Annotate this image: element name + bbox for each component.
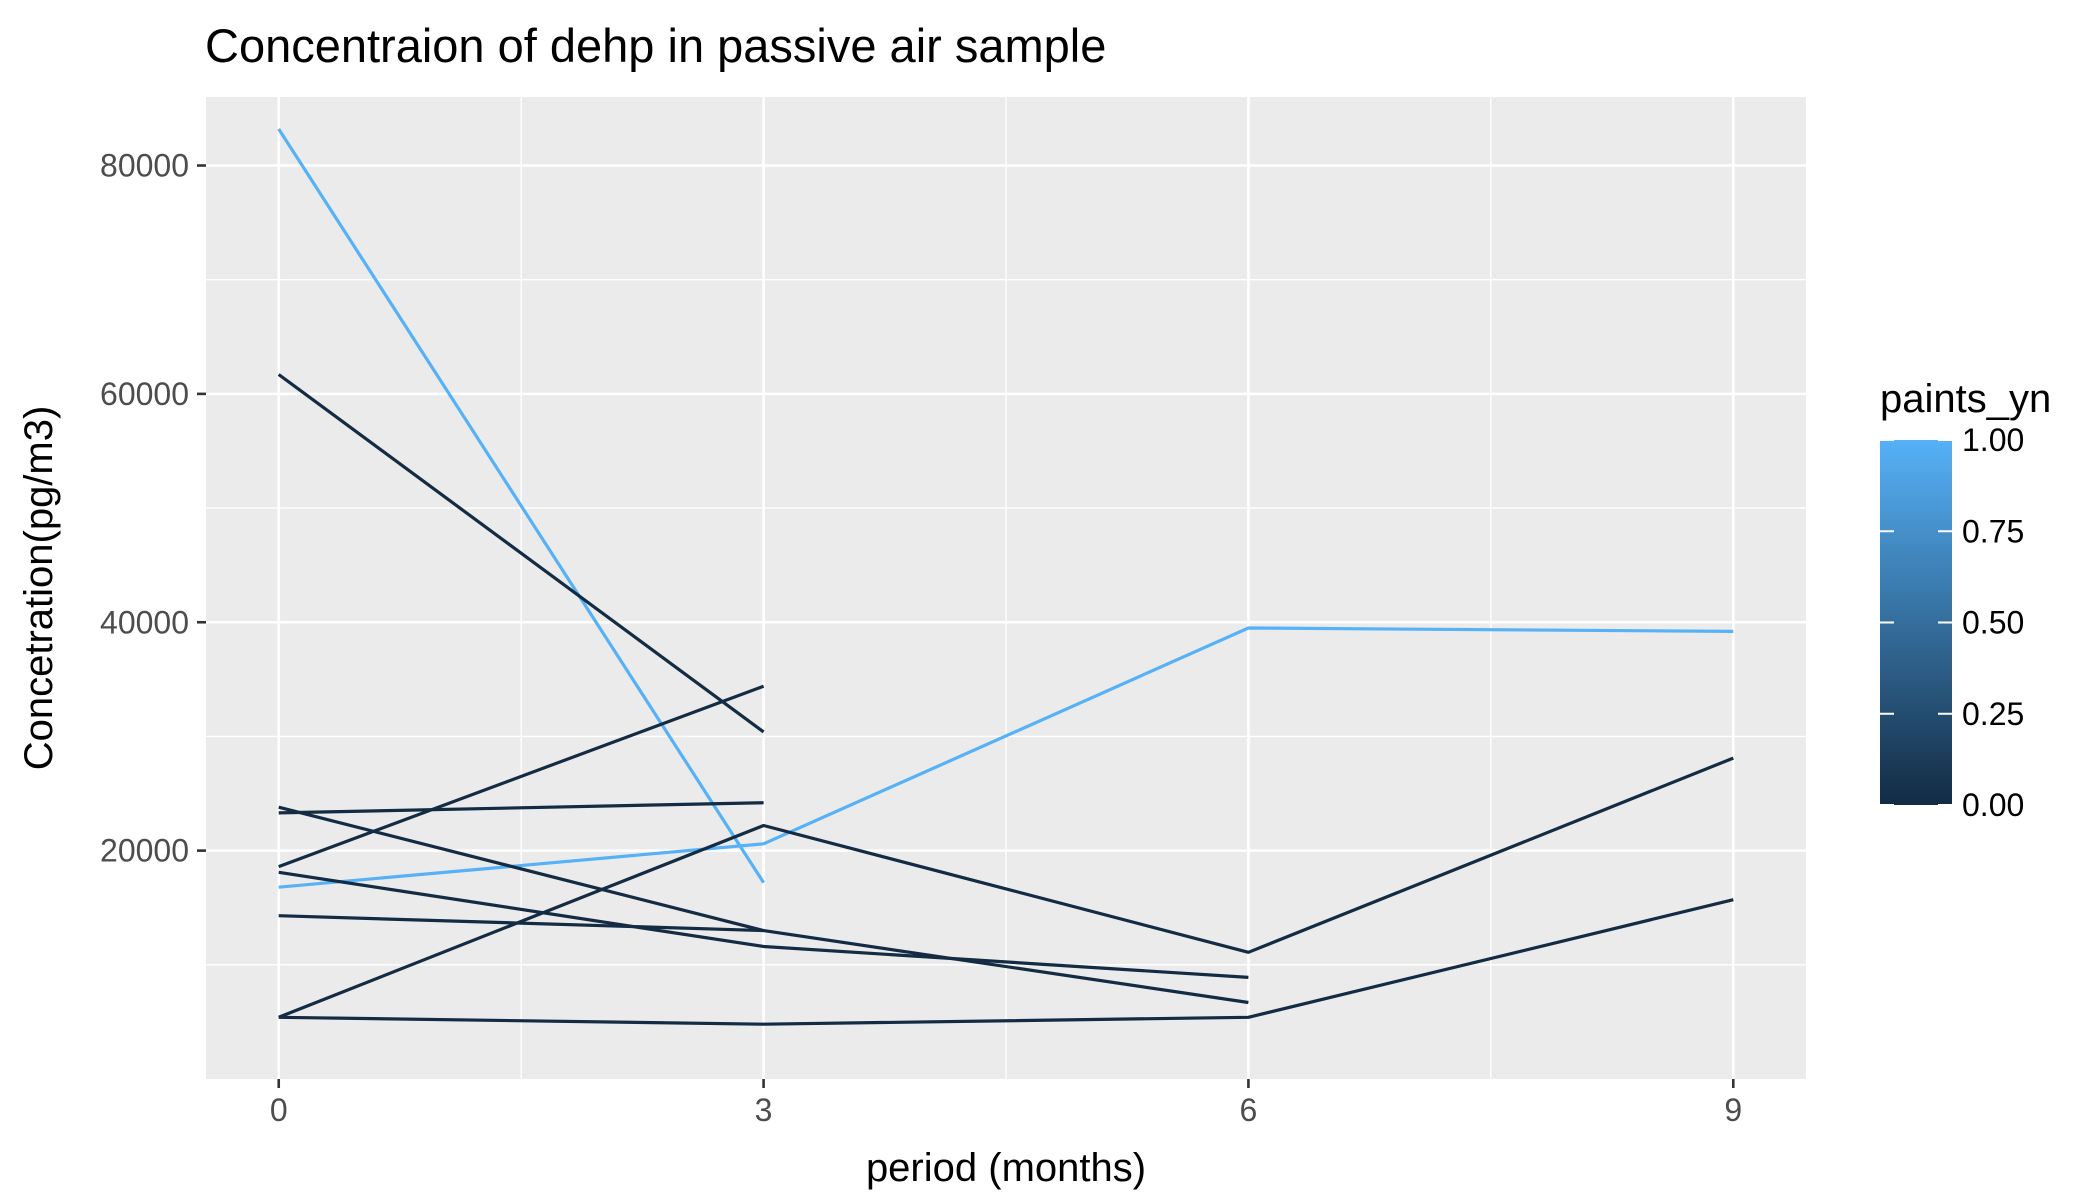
series-line-sample-h: [278, 914, 764, 933]
y-axis: 20000 40000 60000 80000: [100, 148, 206, 869]
x-tick-label: 9: [1724, 1092, 1742, 1128]
series-line-sample-e: [278, 626, 1734, 889]
legend-tick-label: 1.00: [1962, 422, 2024, 458]
y-tick-label: 20000: [100, 833, 189, 869]
series-line-sample-d: [278, 801, 764, 815]
series-lines: [277, 128, 1734, 1026]
x-axis-title: period (months): [866, 1146, 1146, 1190]
color-legend: paints_yn 0.00 0.25 0.50 0.75 1.00: [1880, 377, 2051, 823]
legend-tick-label: 0.50: [1962, 605, 2024, 641]
series-line-sample-b: [277, 373, 765, 734]
series-line-sample-i: [278, 756, 1734, 1019]
legend-tick-label: 0.00: [1962, 787, 2024, 823]
x-tick-label: 0: [270, 1092, 288, 1128]
chart-title: Concentraion of dehp in passive air samp…: [205, 19, 1106, 72]
y-tick-label: 40000: [100, 604, 189, 640]
legend-title: paints_yn: [1880, 377, 2051, 421]
x-tick-label: 3: [755, 1092, 773, 1128]
legend-tick-label: 0.75: [1962, 513, 2024, 549]
y-tick-label: 80000: [100, 148, 189, 184]
legend-ticks: 0.00 0.25 0.50 0.75 1.00: [1880, 422, 2024, 823]
major-gridlines: [206, 97, 1806, 1079]
series-line-sample-g: [278, 870, 1249, 979]
y-axis-title: Concetration(pg/m3): [17, 406, 61, 771]
minor-gridlines: [206, 97, 1806, 1079]
legend-tick-label: 0.25: [1962, 696, 2024, 732]
series-line-sample-j: [278, 898, 1734, 1026]
x-axis: 0 3 6 9: [270, 1079, 1742, 1128]
series-line-sample-a: [277, 128, 765, 884]
series-line-sample-c: [278, 684, 765, 869]
y-tick-label: 60000: [100, 376, 189, 412]
x-tick-label: 6: [1240, 1092, 1258, 1128]
